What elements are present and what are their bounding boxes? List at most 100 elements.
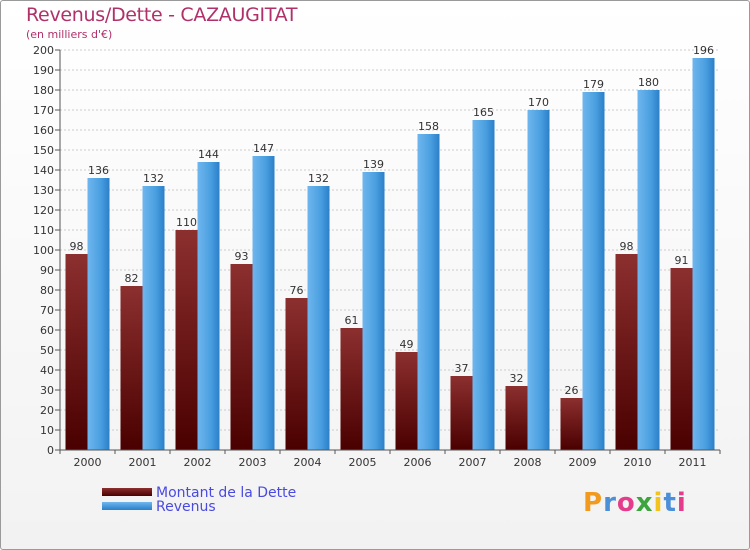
bar-dette (670, 268, 693, 450)
x-tick-label: 2005 (349, 456, 377, 469)
value-label: 61 (345, 314, 359, 327)
bar-revenus (527, 110, 550, 450)
y-tick-label: 20 (40, 404, 54, 417)
bar-revenus (252, 156, 275, 450)
value-label: 179 (583, 78, 604, 91)
value-label: 98 (620, 240, 634, 253)
y-tick-label: 110 (33, 224, 54, 237)
bar-dette (505, 386, 528, 450)
y-tick-label: 80 (40, 284, 54, 297)
value-label: 49 (400, 338, 414, 351)
value-label: 132 (308, 172, 329, 185)
x-tick-label: 2010 (624, 456, 652, 469)
value-label: 32 (510, 372, 524, 385)
y-tick-label: 90 (40, 264, 54, 277)
logo-letter: r (603, 488, 617, 518)
bar-dette (615, 254, 638, 450)
bar-revenus (197, 162, 220, 450)
chart-title: Revenus/Dette - CAZAUGITAT (26, 4, 298, 26)
x-tick-label: 2001 (129, 456, 157, 469)
chart-subtitle: (en milliers d'€) (26, 28, 113, 41)
x-tick-label: 2007 (459, 456, 487, 469)
y-tick-label: 70 (40, 304, 54, 317)
bar-dette (175, 230, 198, 450)
value-label: 82 (125, 272, 139, 285)
logo-letter: t (663, 488, 677, 518)
bars (65, 58, 715, 450)
bar-revenus (307, 186, 330, 450)
value-label: 139 (363, 158, 384, 171)
value-label: 93 (235, 250, 249, 263)
value-label: 110 (176, 216, 197, 229)
y-tick-label: 190 (33, 64, 54, 77)
x-tick-label: 2004 (294, 456, 322, 469)
bar-revenus (472, 120, 495, 450)
value-label: 158 (418, 120, 439, 133)
value-labels: 98 136 82 132 110 144 93 147 76 132 61 139 49 158 37 16… (70, 44, 715, 397)
logo-letter: P (583, 488, 604, 518)
y-tick-label: 150 (33, 144, 54, 157)
y-tick-label: 200 (33, 44, 54, 57)
value-label: 165 (473, 106, 494, 119)
bar-revenus (637, 90, 660, 450)
proxiti-logo: Proxiti (583, 488, 687, 518)
value-label: 196 (693, 44, 714, 57)
value-label: 170 (528, 96, 549, 109)
bar-revenus (417, 134, 440, 450)
x-tick-label: 2003 (239, 456, 267, 469)
value-label: 91 (675, 254, 689, 267)
value-label: 76 (290, 284, 304, 297)
bar-dette (560, 398, 583, 450)
y-tick-label: 130 (33, 184, 54, 197)
value-label: 144 (198, 148, 219, 161)
bar-revenus (142, 186, 165, 450)
x-tick-label: 2000 (74, 456, 102, 469)
y-tick-label: 100 (33, 244, 54, 257)
bar-revenus (692, 58, 715, 450)
bar-dette (65, 254, 88, 450)
value-label: 136 (88, 164, 109, 177)
bar-revenus (362, 172, 385, 450)
x-tick-label: 2002 (184, 456, 212, 469)
axes: 0 10 20 30 40 50 60 70 80 90 100 110 120 130 140 150 160… (33, 44, 721, 469)
x-tick-label: 2011 (679, 456, 707, 469)
y-tick-label: 160 (33, 124, 54, 137)
legend-label-revenus: Revenus (156, 499, 216, 515)
y-tick-label: 170 (33, 104, 54, 117)
bar-revenus (582, 92, 605, 450)
logo-letter: i (676, 488, 687, 518)
bar-dette (395, 352, 418, 450)
bar-dette (230, 264, 253, 450)
y-tick-label: 60 (40, 324, 54, 337)
x-tick-label: 2008 (514, 456, 542, 469)
y-tick-label: 0 (47, 444, 54, 457)
y-tick-label: 50 (40, 344, 54, 357)
value-label: 37 (455, 362, 469, 375)
logo-letter: x (635, 488, 654, 518)
bar-revenus (87, 178, 110, 450)
value-label: 180 (638, 76, 659, 89)
logo-letter: o (616, 488, 636, 518)
legend-swatch-dette (102, 488, 152, 496)
bar-dette (450, 376, 473, 450)
value-label: 132 (143, 172, 164, 185)
bar-dette (120, 286, 143, 450)
y-tick-label: 30 (40, 384, 54, 397)
logo-letter: i (653, 488, 664, 518)
value-label: 26 (565, 384, 579, 397)
value-label: 98 (70, 240, 84, 253)
value-label: 147 (253, 142, 274, 155)
bar-dette (285, 298, 308, 450)
x-tick-label: 2006 (404, 456, 432, 469)
grid-lines (60, 49, 720, 451)
x-tick-label: 2009 (569, 456, 597, 469)
y-tick-label: 120 (33, 204, 54, 217)
y-tick-label: 140 (33, 164, 54, 177)
y-tick-label: 180 (33, 84, 54, 97)
legend-swatch-revenus (102, 502, 152, 510)
bar-dette (340, 328, 363, 450)
legend-label-dette: Montant de la Dette (156, 485, 297, 501)
y-tick-label: 10 (40, 424, 54, 437)
y-tick-label: 40 (40, 364, 54, 377)
